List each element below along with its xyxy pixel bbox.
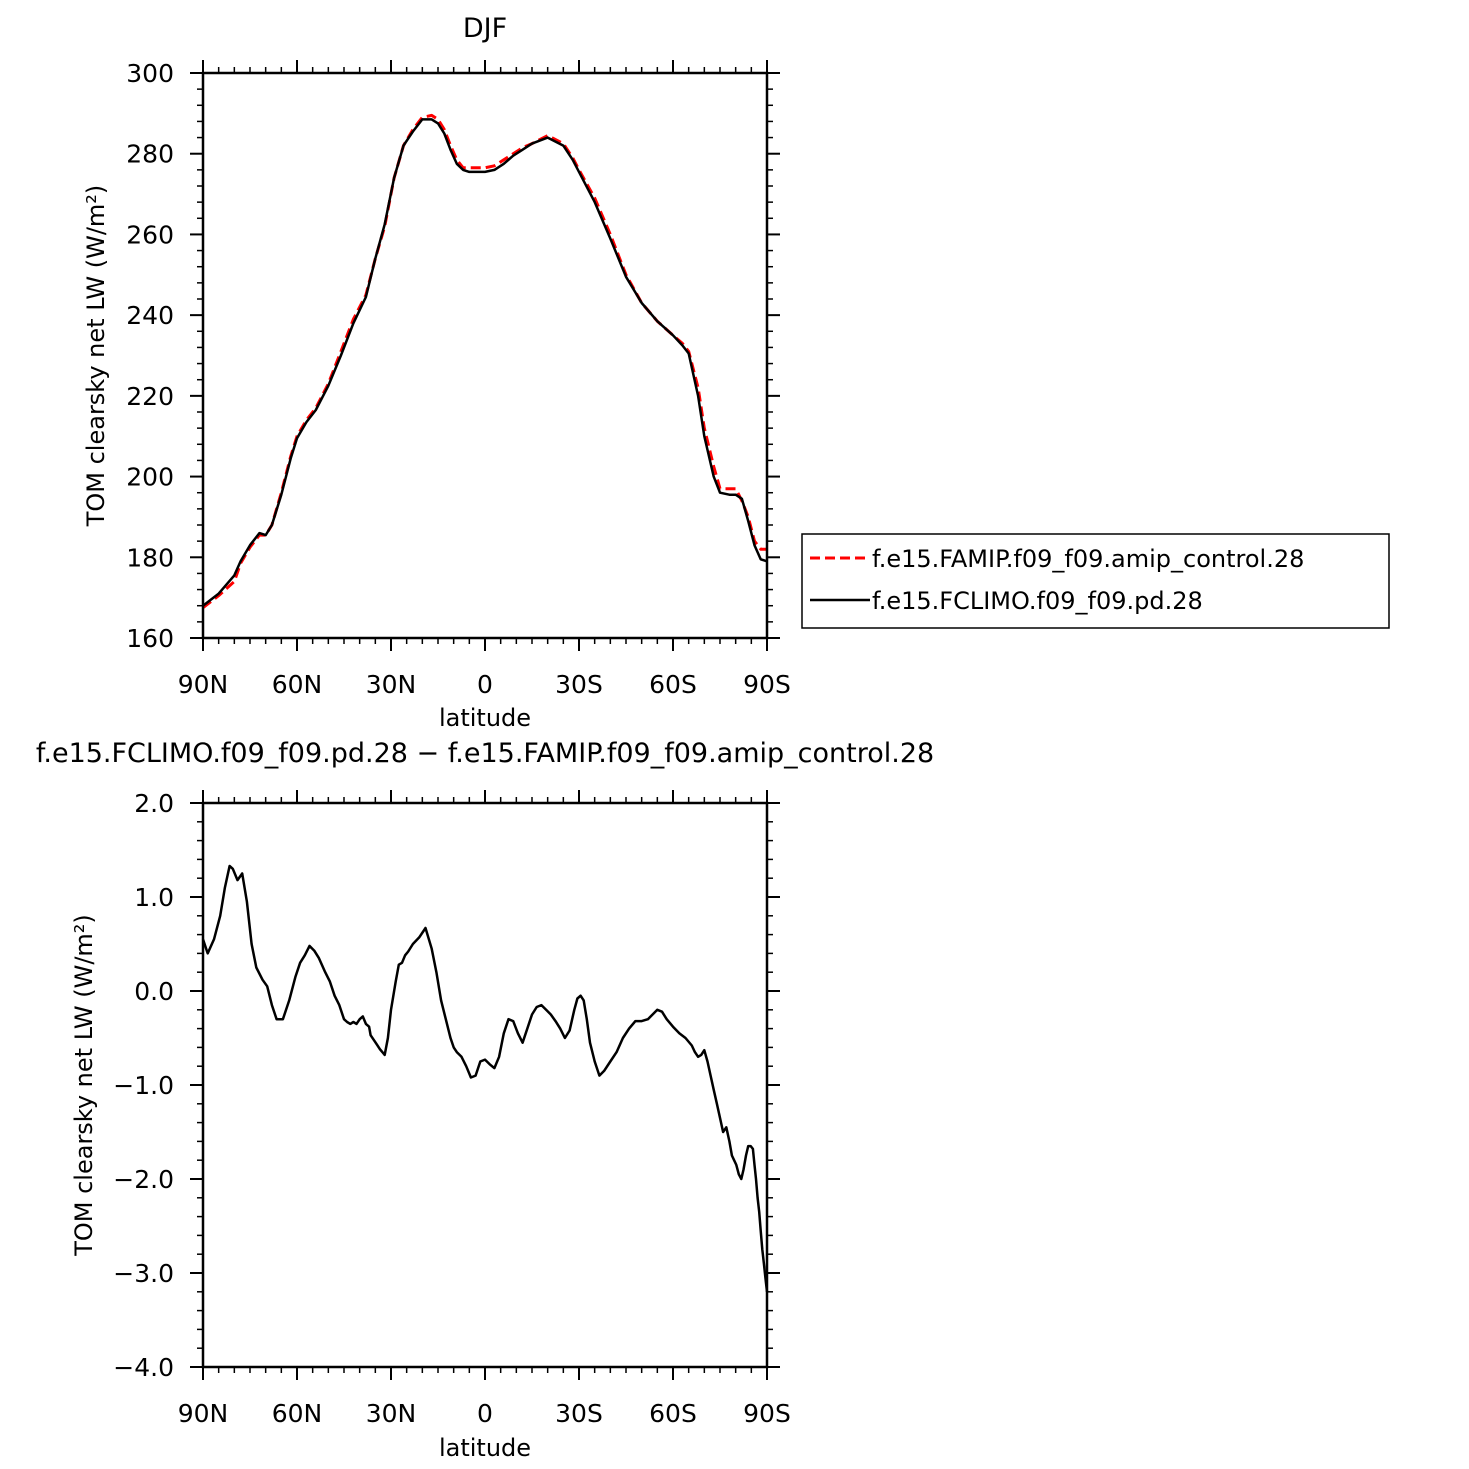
x-tick-label: 90N [178, 1399, 229, 1428]
plot-frame [201, 71, 769, 640]
y-tick-label: 1.0 [134, 883, 174, 912]
chart-title: DJF [463, 13, 507, 44]
x-tick-label: 30S [555, 1399, 603, 1428]
x-tick-label: 30N [366, 1399, 417, 1428]
x-tick-label: 30S [555, 670, 603, 699]
chart-title: f.e15.FCLIMO.f09_f09.pd.28 − f.e15.FAMIP… [36, 738, 934, 769]
legend-label: f.e15.FCLIMO.f09_f09.pd.28 [872, 587, 1203, 615]
x-axis-label: latitude [439, 704, 531, 732]
y-tick-label: 220 [126, 382, 174, 411]
y-tick-label: 260 [126, 220, 174, 249]
x-tick-label: 90S [743, 1399, 791, 1428]
legend-box [801, 533, 1390, 629]
x-axis-label: latitude [439, 1434, 531, 1462]
x-tick-label: 60S [649, 670, 697, 699]
x-tick-label: 0 [477, 670, 493, 699]
x-tick-label: 30N [366, 670, 417, 699]
legend-label: f.e15.FAMIP.f09_f09.amip_control.28 [872, 545, 1304, 573]
x-tick-label: 90N [178, 670, 229, 699]
y-tick-label: −3.0 [113, 1259, 174, 1288]
series-line-1 [202, 113, 767, 609]
y-tick-label: 180 [126, 543, 174, 572]
y-tick-label: 2.0 [134, 789, 174, 818]
y-tick-label: 280 [126, 140, 174, 169]
legend: f.e15.FAMIP.f09_f09.amip_control.28 f.e15… [801, 533, 1390, 629]
chart-panel-1: DJF 90N 60N 30N 0 30S 60S 90S 160 180 200 220 240 260… [82, 13, 1390, 732]
y-axis-label: TOM clearsky net LW (W/m²) [70, 914, 98, 1257]
x-tick-label: 60N [272, 670, 323, 699]
x-tick-label: 90S [743, 670, 791, 699]
y-tick-label: 240 [126, 301, 174, 330]
y-tick-label: 300 [126, 59, 174, 88]
series-line-1 [201, 864, 769, 1292]
y-tick-label: 160 [126, 624, 174, 653]
plot-frame [201, 801, 769, 1369]
y-tick-label: −1.0 [113, 1071, 174, 1100]
y-axis-label: TOM clearsky net LW (W/m²) [82, 185, 110, 528]
series-line-2 [202, 118, 768, 607]
y-tick-label: −2.0 [113, 1165, 174, 1194]
x-tick-label: 60N [272, 1399, 323, 1428]
x-tick-label: 0 [477, 1399, 493, 1428]
y-tick-label: −4.0 [113, 1353, 174, 1382]
y-tick-label: 200 [126, 463, 174, 492]
x-tick-label: 60S [649, 1399, 697, 1428]
y-tick-label: 0.0 [134, 977, 174, 1006]
chart-panel-2: f.e15.FCLIMO.f09_f09.pd.28 − f.e15.FAMIP… [36, 738, 934, 1462]
